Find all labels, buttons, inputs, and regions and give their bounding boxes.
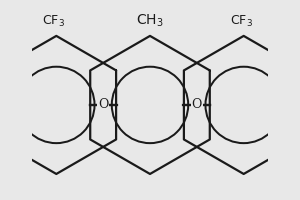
Text: CF$_3$: CF$_3$ (230, 13, 253, 29)
Text: O: O (192, 98, 202, 111)
Text: CH$_3$: CH$_3$ (136, 12, 164, 29)
Text: CF$_3$: CF$_3$ (42, 13, 65, 29)
Text: O: O (98, 98, 108, 111)
